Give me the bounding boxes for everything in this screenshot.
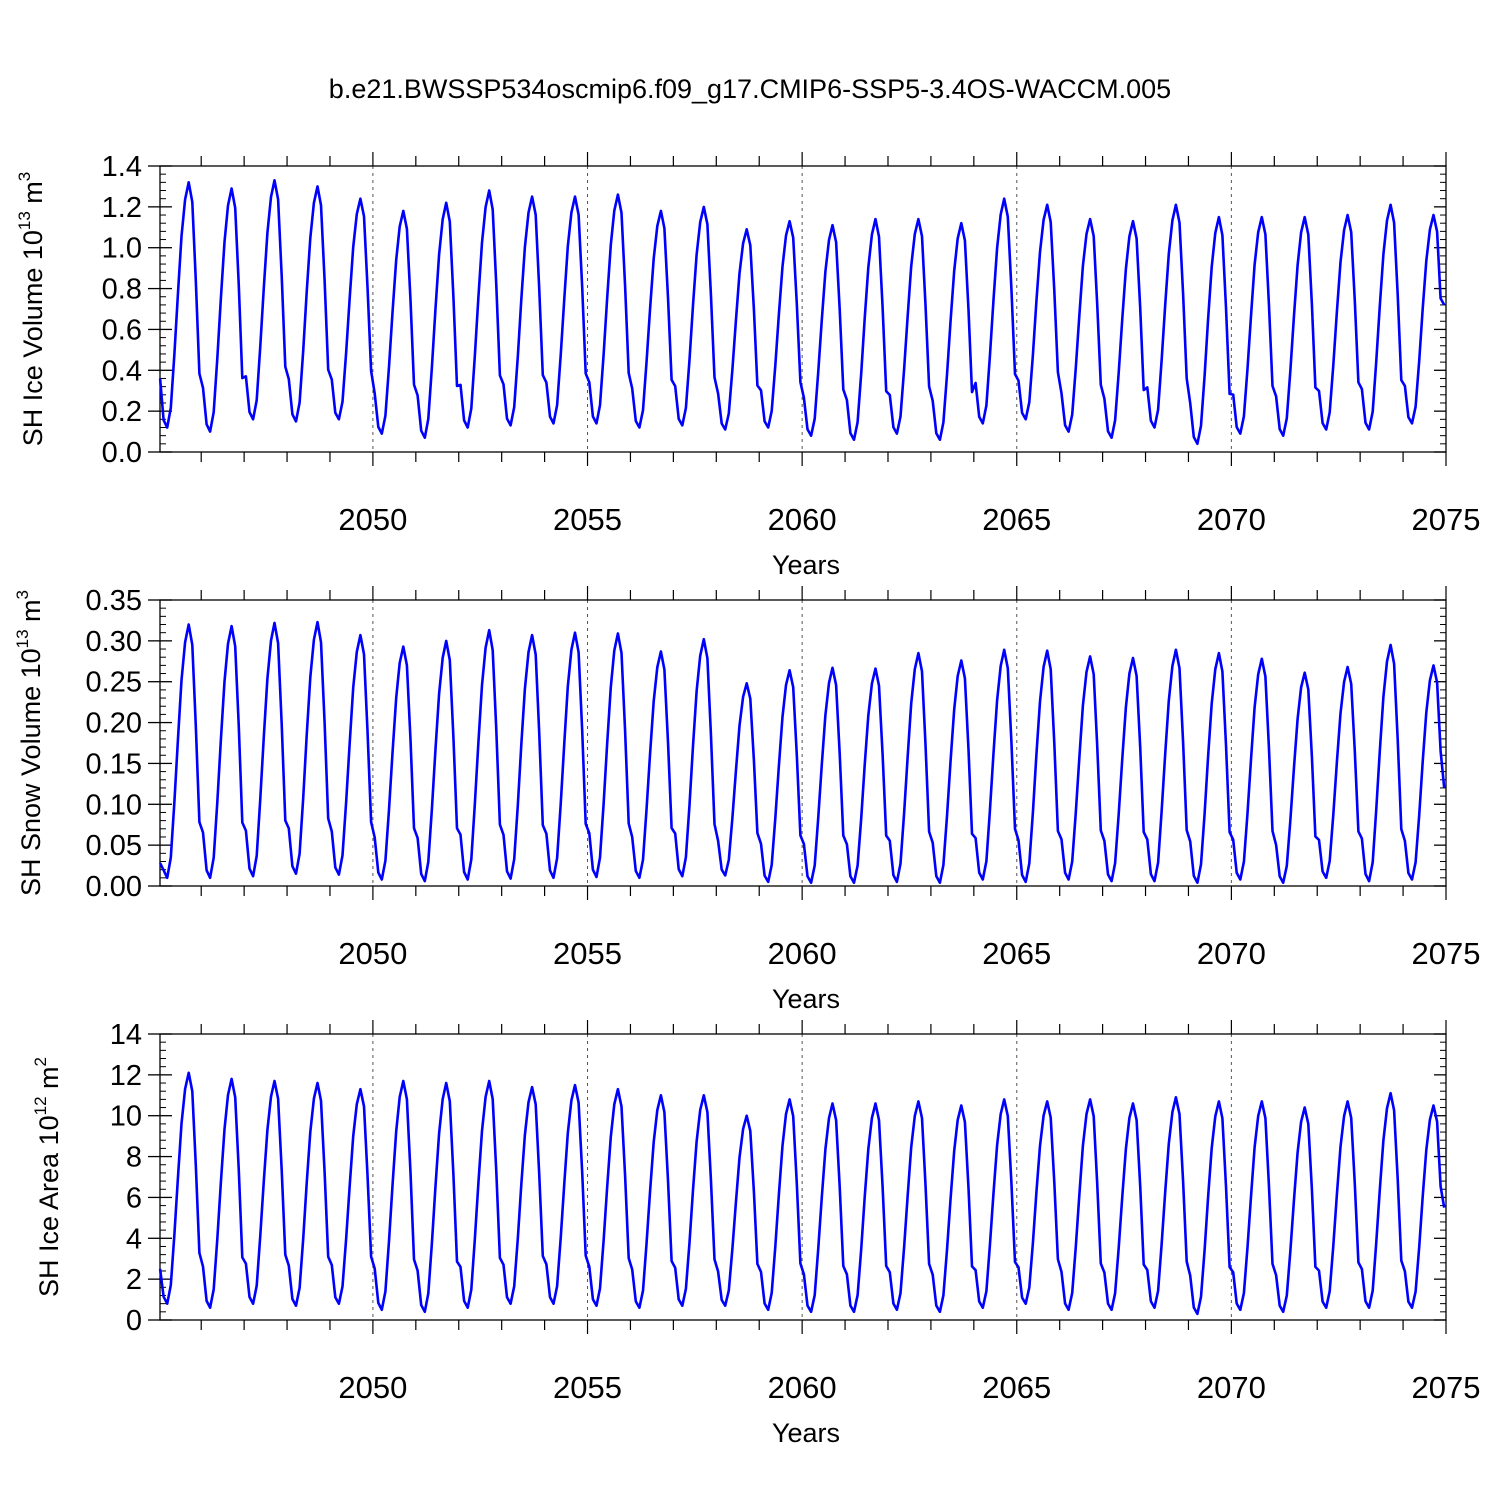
y-tick-label: 10 xyxy=(110,1101,142,1133)
y-axis-label-exp: 12 xyxy=(31,1096,50,1115)
x-tick-label: 2070 xyxy=(1197,502,1266,537)
y-tick-label: 0.25 xyxy=(86,667,142,699)
y-tick-label: 4 xyxy=(126,1223,142,1255)
y-axis-label: SH Snow Volume 1013 m3 xyxy=(13,590,46,896)
y-tick-label: 0.20 xyxy=(86,708,142,740)
y-tick-label: 0.05 xyxy=(86,830,142,862)
y-axis-label-unit: m xyxy=(34,1066,64,1096)
plot-frame xyxy=(159,165,1447,453)
y-tick-label: 0.00 xyxy=(86,871,142,903)
x-tick-label: 2075 xyxy=(1412,936,1481,971)
y-axis-label-unit: m xyxy=(16,599,46,629)
y-tick-label: 0.4 xyxy=(102,355,142,387)
x-tick-label: 2060 xyxy=(768,936,837,971)
y-tick-label: 0 xyxy=(126,1305,142,1337)
y-axis-label-unit: m xyxy=(18,181,48,211)
y-tick-label: 14 xyxy=(110,1019,142,1051)
y-tick-label: 0.35 xyxy=(86,585,142,617)
x-tick-label: 2065 xyxy=(982,1370,1051,1405)
y-tick-label: 0.0 xyxy=(102,437,142,469)
y-axis-label-unit-exp: 3 xyxy=(15,172,34,181)
x-tick-label: 2050 xyxy=(338,936,407,971)
x-tick-label: 2050 xyxy=(338,502,407,537)
y-tick-label: 0.30 xyxy=(86,626,142,658)
x-tick-label: 2070 xyxy=(1197,1370,1266,1405)
x-tick-label: 2060 xyxy=(768,502,837,537)
panel-3: 0 2 4 6 8 10 12 14 2050 2055 2060 2065 2070 2075 Years… xyxy=(31,1019,1480,1448)
y-tick-label: 1.2 xyxy=(102,192,142,224)
x-tick-label: 2075 xyxy=(1412,502,1481,537)
x-tick-label: 2075 xyxy=(1412,1370,1481,1405)
y-axis-label-main: SH Snow Volume 10 xyxy=(16,648,46,896)
x-tick-label: 2055 xyxy=(553,502,622,537)
x-axis-label: Years xyxy=(772,984,840,1014)
series-line xyxy=(158,1071,1446,1316)
x-axis-label: Years xyxy=(772,550,840,580)
x-tick-label: 2065 xyxy=(982,502,1051,537)
y-tick-label: 8 xyxy=(126,1142,142,1174)
y-axis-label: SH Ice Volume 1013 m3 xyxy=(15,172,48,447)
y-tick-label: 0.8 xyxy=(102,274,142,306)
x-tick-label: 2065 xyxy=(982,936,1051,971)
y-axis-label-unit-exp: 2 xyxy=(31,1057,50,1066)
y-tick-label: 0.10 xyxy=(86,789,142,821)
y-tick-label: 0.2 xyxy=(102,396,142,428)
y-axis-label-exp: 13 xyxy=(13,629,32,648)
panel-1: 0.0 0.2 0.4 0.6 0.8 1.0 1.2 1.4 2050 2055 2060 2065… xyxy=(15,151,1480,580)
y-axis-label-exp: 13 xyxy=(15,211,34,230)
series-line xyxy=(158,620,1446,884)
y-tick-label: 12 xyxy=(110,1060,142,1092)
series-line xyxy=(158,179,1446,446)
x-axis-label: Years xyxy=(772,1418,840,1448)
x-tick-label: 2055 xyxy=(553,936,622,971)
y-tick-label: 6 xyxy=(126,1182,142,1214)
y-axis-label-unit-exp: 3 xyxy=(13,590,32,599)
y-tick-label: 1.4 xyxy=(102,151,142,183)
y-axis-label-main: SH Ice Volume 10 xyxy=(18,230,48,446)
y-axis-label: SH Ice Area 1012 m2 xyxy=(31,1057,64,1297)
figure-title: b.e21.BWSSP534oscmip6.f09_g17.CMIP6-SSP5… xyxy=(328,74,1172,104)
plot-frame xyxy=(159,1033,1447,1321)
y-tick-label: 2 xyxy=(126,1264,142,1296)
y-axis-label-main: SH Ice Area 10 xyxy=(34,1115,64,1297)
panel-2: 0.00 0.05 0.10 0.15 0.20 0.25 0.30 0.35 2050 2055… xyxy=(13,585,1480,1014)
y-tick-label: 0.6 xyxy=(102,314,142,346)
plot-frame xyxy=(159,599,1447,887)
x-tick-label: 2055 xyxy=(553,1370,622,1405)
y-tick-label: 0.15 xyxy=(86,748,142,780)
y-tick-label: 1.0 xyxy=(102,233,142,265)
x-tick-label: 2050 xyxy=(338,1370,407,1405)
x-tick-label: 2070 xyxy=(1197,936,1266,971)
x-tick-label: 2060 xyxy=(768,1370,837,1405)
